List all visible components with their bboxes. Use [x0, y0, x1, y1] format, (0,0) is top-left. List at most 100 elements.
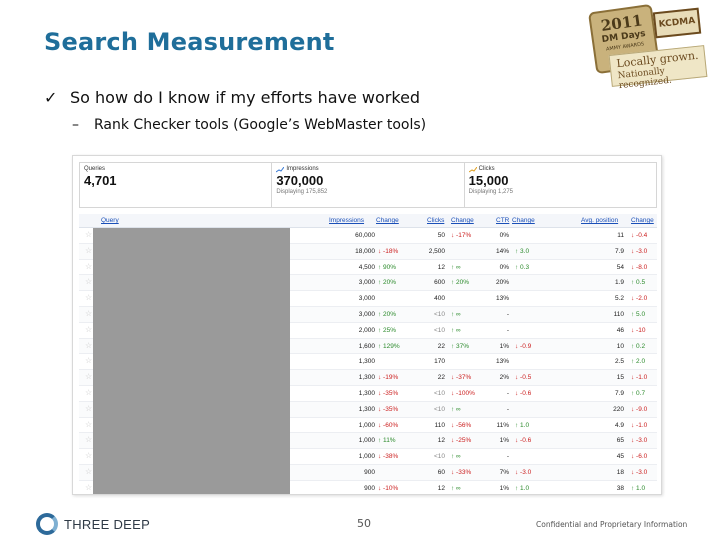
table-row[interactable]: ☆ 1,300 ↓ -35% <10 ↓ -100% - ↓ -0.6 7.9 ↑ 0.7: [79, 386, 657, 402]
cell-clicks: <10: [433, 326, 445, 334]
confidential-notice: Confidential and Proprietary Information: [536, 520, 688, 529]
star-icon[interactable]: ☆: [85, 419, 93, 429]
cell-clk-change: ↓ -100%: [451, 389, 475, 397]
star-icon[interactable]: ☆: [85, 245, 93, 255]
star-icon[interactable]: ☆: [85, 466, 93, 476]
cell-clicks: 22: [437, 374, 445, 382]
star-icon[interactable]: ☆: [85, 435, 93, 445]
star-icon[interactable]: ☆: [85, 293, 93, 303]
table-row[interactable]: ☆ 1,000 ↓ -38% <10 ↑ ∞ - 45 ↓ -6.0: [79, 449, 657, 465]
cell-ctr-change: ↑ 1.0: [515, 484, 530, 492]
table-row[interactable]: ☆ 60,000 50 ↓ -17% 0% 11 ↓ -0.4: [79, 228, 657, 244]
cell-avg-position: 1.9: [614, 279, 624, 287]
table-row[interactable]: ☆ 1,000 ↓ -60% 110 ↓ -56% 11% ↑ 1.0 4.9 ↓ -1.0: [79, 418, 657, 434]
cell-imp-change: ↓ -19%: [378, 374, 399, 382]
summary-value: 15,000: [468, 173, 509, 188]
col-ctr-change[interactable]: Change: [512, 217, 535, 224]
cell-imp-change: ↓ -18%: [378, 247, 399, 255]
cell-imp-change: ↑ 20%: [378, 310, 397, 318]
cell-clicks: 12: [437, 263, 445, 271]
cell-clicks: <10: [433, 405, 445, 413]
dm-days-award-badge: 2011 DM Days AMMY AWARDS KCDMA Locally g…: [582, 3, 708, 91]
cell-clk-change: ↑ 37%: [451, 342, 470, 350]
summary-label: Queries: [84, 166, 106, 172]
cell-avg-position: 18: [616, 468, 624, 476]
cell-ctr-change: ↓ -0.6: [515, 437, 532, 445]
cell-impressions: 2,000: [358, 326, 375, 334]
slide-title: Search Measurement: [44, 28, 335, 56]
cell-ctr: -: [506, 326, 509, 334]
cell-pos-change: ↑ 0.2: [631, 342, 646, 350]
page-number: 50: [357, 517, 371, 530]
star-icon[interactable]: ☆: [85, 261, 93, 271]
cell-clk-change: ↑ ∞: [451, 405, 461, 413]
cell-ctr: 7%: [499, 468, 509, 476]
cell-avg-position: 11: [617, 232, 624, 239]
cell-impressions: 60,000: [355, 232, 375, 239]
star-icon[interactable]: ☆: [85, 403, 93, 413]
table-header: Query Impressions Change Clicks Change C…: [79, 214, 657, 228]
cell-imp-change: ↓ -60%: [378, 421, 399, 429]
table-row[interactable]: ☆ 1,300 170 13% 2.5 ↑ 2.0: [79, 354, 657, 371]
table-row[interactable]: ☆ 3,000 400 13% 5.2 ↓ -2.0: [79, 291, 657, 307]
table-row[interactable]: ☆ 4,500 ↑ 90% 12 ↑ ∞ 0% ↑ 0.3 54 ↓ -8.0: [79, 260, 657, 276]
col-clicks[interactable]: Clicks: [427, 217, 445, 224]
summary-sub: Displaying 175,852: [276, 189, 328, 195]
subbullet-item: – Rank Checker tools (Google’s WebMaster …: [72, 117, 426, 133]
cell-clicks: 12: [437, 484, 445, 492]
summary-sub: Displaying 1,275: [468, 189, 514, 195]
cell-avg-position: 220: [613, 405, 624, 413]
cell-impressions: 4,500: [358, 263, 375, 271]
star-icon[interactable]: ☆: [85, 277, 93, 287]
star-icon[interactable]: ☆: [85, 340, 93, 350]
col-avg-position[interactable]: Avg. position: [581, 217, 619, 224]
cell-imp-change: ↑ 20%: [378, 279, 397, 287]
col-impressions[interactable]: Impressions: [329, 217, 365, 224]
cell-clk-change: ↑ ∞: [451, 326, 461, 334]
cell-impressions: 1,000: [358, 421, 375, 429]
cell-ctr: 2%: [499, 374, 509, 382]
star-icon[interactable]: ☆: [85, 482, 93, 492]
cell-impressions: 1,300: [358, 374, 375, 382]
summary-value: 4,701: [84, 173, 117, 188]
col-ctr[interactable]: CTR: [496, 217, 510, 224]
col-pos-change[interactable]: Change: [631, 217, 654, 224]
summary-label: Clicks: [478, 166, 495, 172]
cell-clk-change: ↑ ∞: [451, 263, 461, 271]
star-icon[interactable]: ☆: [85, 324, 93, 334]
star-icon[interactable]: ☆: [85, 451, 93, 461]
col-clk-change[interactable]: Change: [451, 217, 474, 224]
cell-pos-change: ↓ -10: [631, 326, 646, 334]
cell-clicks: <10: [433, 453, 445, 461]
star-icon[interactable]: ☆: [85, 387, 93, 397]
cell-ctr: 13%: [495, 295, 509, 303]
cell-ctr-change: ↓ -0.6: [515, 389, 532, 397]
cell-clicks: <10: [433, 310, 445, 318]
table-row[interactable]: ☆ 2,000 ↑ 25% <10 ↑ ∞ - 46 ↓ -10: [79, 323, 657, 339]
cell-imp-change: ↓ -38%: [378, 453, 399, 461]
summary-queries: Queries 4,701: [80, 163, 273, 207]
star-icon[interactable]: ☆: [85, 372, 93, 382]
col-imp-change[interactable]: Change: [376, 217, 399, 224]
cell-avg-position: 45: [616, 453, 624, 461]
col-query[interactable]: Query: [101, 217, 119, 224]
cell-ctr: 1%: [499, 342, 509, 350]
cell-impressions: 3,000: [358, 279, 375, 287]
dash-marker: –: [72, 117, 79, 133]
swirl-logo-icon: [36, 513, 58, 535]
webmaster-tools-screenshot: Queries 4,701 Impressions 370,000 Displa…: [72, 155, 662, 495]
cell-clicks: 22: [437, 342, 445, 350]
cell-pos-change: ↓ -3.0: [631, 437, 648, 445]
cell-impressions: 1,000: [358, 453, 375, 461]
trend-icon: [468, 167, 477, 173]
cell-ctr-change: ↑ 1.0: [515, 421, 530, 429]
cell-clicks: 2,500: [428, 247, 445, 255]
star-icon[interactable]: ☆: [85, 230, 93, 239]
table-row[interactable]: ☆ 900 ↓ -10% 12 ↑ ∞ 1% ↑ 1.0 38 ↑ 1.0: [79, 481, 657, 494]
cell-avg-position: 46: [616, 326, 624, 334]
cell-impressions: 1,600: [358, 342, 375, 350]
star-icon[interactable]: ☆: [85, 308, 93, 318]
star-icon[interactable]: ☆: [85, 356, 93, 366]
cell-impressions: 1,300: [358, 405, 375, 413]
cell-impressions: 1,300: [358, 389, 375, 397]
